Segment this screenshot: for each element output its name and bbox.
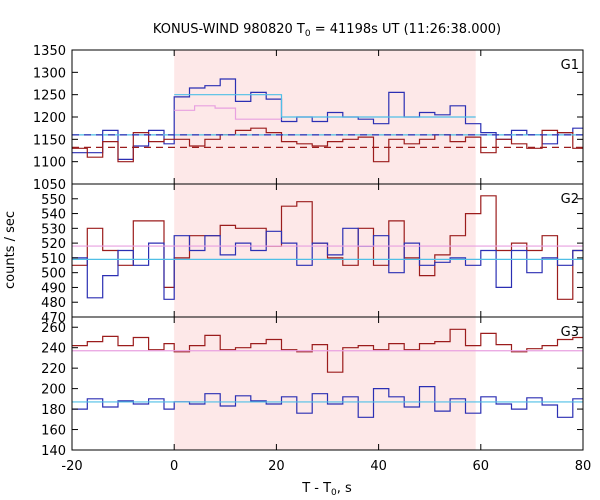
y-tick-label: 520 [41, 237, 66, 252]
x-axis-label-prefix: T - T [301, 481, 331, 496]
x-tick-label: 20 [268, 459, 285, 474]
panel-label: G2 [561, 192, 579, 207]
shaded-interval [174, 317, 476, 450]
y-tick-label: 220 [41, 362, 66, 377]
panel-label: G1 [561, 58, 579, 73]
x-tick-label: -20 [61, 459, 82, 474]
y-tick-label: 260 [41, 321, 66, 336]
y-tick-label: 1250 [33, 89, 66, 104]
chart-title-suffix: = 41198s UT (11:26:38.000) [311, 22, 501, 37]
y-tick-label: 490 [41, 281, 66, 296]
series-blue-step [72, 227, 583, 300]
series-blue-step [72, 386, 583, 418]
panel-frame [71, 316, 584, 451]
y-tick-label: 200 [41, 383, 66, 398]
y-tick-label: 180 [41, 403, 66, 418]
series-red-step [72, 127, 583, 163]
y-tick-label: 480 [41, 296, 66, 311]
panel-g1: 1050 1100 1150 1200 1250 1300 1350 G1 [33, 44, 584, 193]
panel-g3: 140 160 180 200 220 240 260 G3 [41, 316, 584, 459]
panel-label: G3 [561, 325, 579, 340]
y-tick-label: 500 [41, 267, 66, 282]
y-tick-label: 160 [41, 424, 66, 439]
x-tick-label: 40 [370, 459, 387, 474]
x-axis-label: T - T0, s [301, 481, 352, 498]
series-red-step [72, 328, 583, 373]
y-tick-label: 1200 [33, 111, 66, 126]
x-axis-label-subscript: 0 [331, 488, 337, 498]
chart-title-subscript: 0 [305, 29, 311, 39]
y-tick-label: 470 [41, 311, 66, 326]
x-tick-label: 80 [575, 459, 592, 474]
series-pink-step [174, 105, 282, 120]
chart-title: KONUS-WIND 980820 T0 = 41198s UT (11:26:… [153, 22, 501, 39]
panel-series [72, 328, 583, 418]
series-cyan-step [174, 94, 476, 118]
y-tick-label: 550 [41, 193, 66, 208]
y-tick-label: 1100 [33, 156, 66, 171]
y-tick-label: 240 [41, 342, 66, 357]
x-tick-label: 60 [473, 459, 490, 474]
y-tick-label: 540 [41, 208, 66, 223]
plot-layer: 1050110011501200125013001350G14704804905… [33, 44, 591, 474]
panel-series [72, 78, 583, 163]
chart-title-prefix: KONUS-WIND 980820 T [153, 22, 305, 37]
y-axis-label: counts / sec [3, 211, 18, 289]
y-tick-label: 530 [41, 222, 66, 237]
y-tick-label: 1300 [33, 66, 66, 81]
x-tick-label: 0 [170, 459, 178, 474]
shaded-interval [174, 184, 476, 317]
y-tick-label: 140 [41, 444, 66, 459]
panel-series [72, 195, 583, 300]
y-tick-label: 1150 [33, 133, 66, 148]
x-axis-label-suffix: , s [337, 481, 352, 496]
y-tick-label: 1050 [33, 178, 66, 193]
y-tick-label: 510 [41, 252, 66, 267]
y-tick-label: 1350 [33, 44, 66, 59]
